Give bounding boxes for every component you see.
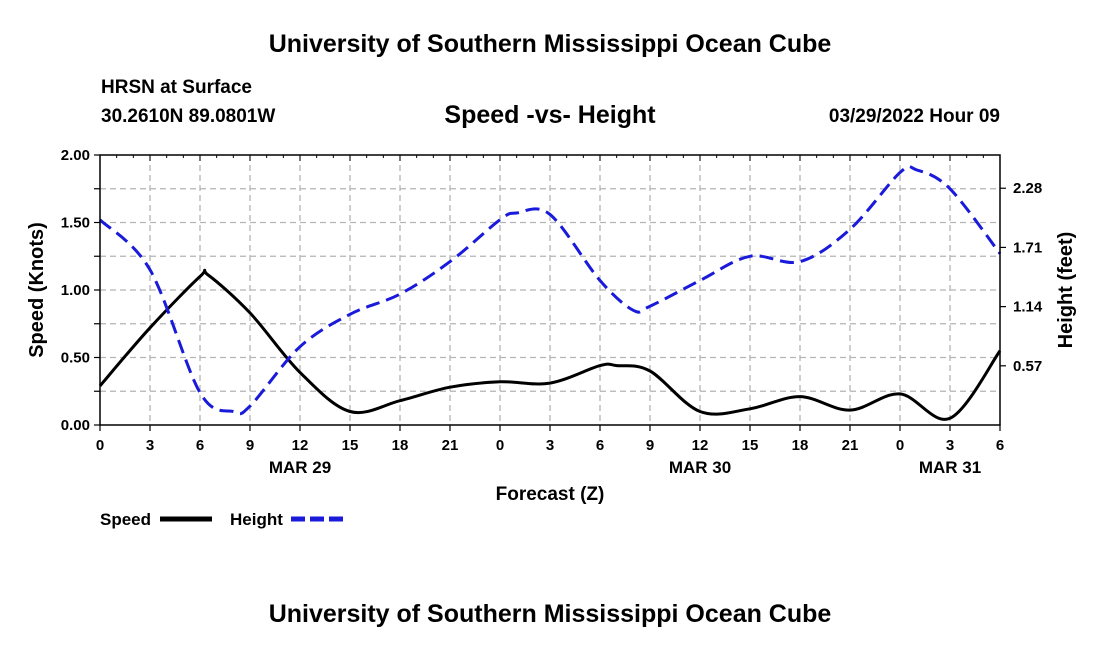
y-right-axis-title: Height (feet) [1055, 232, 1077, 349]
plot-frame [99, 154, 1001, 426]
station-label: HRSN at Surface [101, 77, 252, 98]
y-right-tick-label: 2.28 [1013, 180, 1042, 197]
date-label: MAR 30 [669, 458, 731, 477]
y-axis-title: Speed (Knots) [26, 222, 48, 358]
date-label: MAR 29 [269, 458, 331, 477]
x-tick-label: 0 [896, 437, 904, 454]
x-tick-label: 6 [196, 437, 204, 454]
y-right-tick-label: 0.57 [1013, 358, 1042, 375]
forecast-datetime: 03/29/2022 Hour 09 [828, 106, 1000, 127]
x-axis-title: Forecast (Z) [496, 484, 605, 505]
x-tick-label: 3 [546, 437, 554, 454]
x-tick-label: 12 [692, 437, 709, 454]
y-tick-label: 1.00 [61, 282, 90, 299]
x-tick-label: 21 [442, 437, 459, 454]
y-right-tick-label: 1.14 [1013, 299, 1043, 316]
y-right-tick-label: 1.71 [1013, 239, 1042, 256]
page-title-top: University of Southern Mississippi Ocean… [268, 30, 832, 58]
x-tick-label: 6 [596, 437, 604, 454]
series-line-height [98, 164, 1002, 416]
legend-label-speed: Speed [100, 510, 151, 529]
x-tick-label: 15 [342, 437, 359, 454]
x-tick-label: 9 [646, 437, 654, 454]
y-tick-label: 2.00 [61, 147, 90, 164]
x-tick-label: 0 [96, 437, 104, 454]
x-tick-label: 3 [146, 437, 154, 454]
legend-label-height: Height [230, 510, 283, 529]
x-tick-label: 18 [392, 437, 409, 454]
y-tick-label: 0.50 [61, 350, 90, 367]
x-tick-label: 0 [496, 437, 504, 454]
page-title-bottom: University of Southern Mississippi Ocean… [268, 600, 832, 628]
x-tick-label: 9 [246, 437, 254, 454]
x-tick-label: 12 [292, 437, 309, 454]
series-line-speed [98, 268, 1002, 421]
y-tick-label: 1.50 [61, 215, 90, 232]
y-tick-label: 0.00 [61, 417, 90, 434]
x-tick-label: 3 [946, 437, 954, 454]
x-tick-label: 18 [792, 437, 809, 454]
station-coords: 30.2610N 89.0801W [101, 106, 276, 127]
date-label: MAR 31 [919, 458, 981, 477]
x-tick-label: 15 [742, 437, 759, 454]
x-tick-label: 21 [842, 437, 859, 454]
x-tick-label: 6 [996, 437, 1004, 454]
chart-title: Speed -vs- Height [444, 101, 656, 129]
